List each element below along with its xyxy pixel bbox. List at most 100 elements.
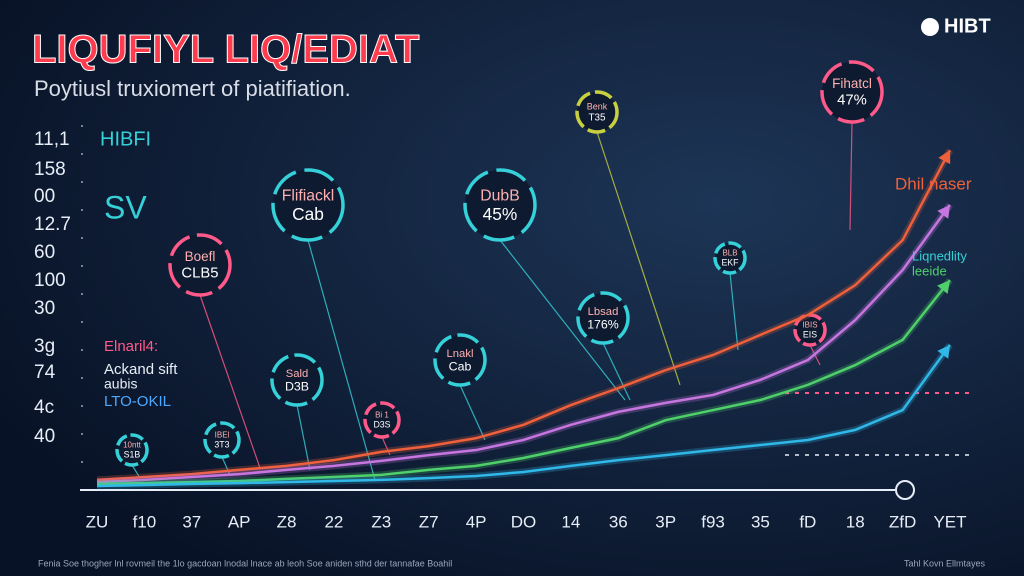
x-tick-label: 37 <box>182 512 201 531</box>
y-label: 12.7 <box>34 214 71 235</box>
callout-value: 47% <box>837 93 867 109</box>
callout-title: Sald <box>286 368 309 380</box>
callout-pointer <box>199 294 261 469</box>
callout-pointer <box>729 272 739 351</box>
arrow-head <box>937 204 950 219</box>
subtitle: Poytiusl truxiomert of piatifiation. <box>34 76 351 101</box>
arrow-head <box>938 150 951 165</box>
callout-title: Flifiackl <box>282 187 335 204</box>
callout-title: 10ntt <box>123 441 142 450</box>
legend-text: SV <box>104 189 147 225</box>
x-tick-label: Z8 <box>277 512 297 531</box>
x-tick-label: Z7 <box>419 512 439 531</box>
callout-pointer <box>849 121 853 231</box>
y-label: 4c <box>34 397 54 418</box>
callout-title: Lbsad <box>588 306 619 318</box>
callout-pointer <box>307 239 376 481</box>
y-label: 00 <box>34 186 55 207</box>
y-label: 40 <box>34 426 55 447</box>
callout-ring <box>203 421 241 459</box>
callout-title: DubB <box>480 187 519 204</box>
callout-value: Cab <box>449 360 472 374</box>
x-tick-label: ZU <box>86 512 109 531</box>
callout-ring <box>820 60 884 124</box>
callout-title: Boefl <box>185 249 216 264</box>
y-label: 3g <box>34 336 55 357</box>
legend-text: LTO-OKIL <box>104 393 171 410</box>
footer-text: Fenia Soe thogher lnl rovmeil the 1lo ga… <box>38 558 452 568</box>
series-label: Liqnedlity <box>912 248 967 263</box>
x-tick-label: Z3 <box>371 512 391 531</box>
callout-ring <box>576 291 630 345</box>
legend-text: Elnaril4: <box>104 338 158 355</box>
y-label: 60 <box>34 242 55 263</box>
callout-ring <box>168 233 232 297</box>
x-tick-label: YET <box>933 512 966 531</box>
callout-value: T35 <box>588 112 606 123</box>
x-tick-label: 22 <box>324 512 343 531</box>
callout-value: CLB5 <box>181 266 218 282</box>
x-tick-label: AP <box>228 512 251 531</box>
series-label: Dhil naser <box>895 174 972 193</box>
callout-pointer <box>459 384 486 441</box>
callout-value: D3B <box>285 380 309 394</box>
x-tick-label: f10 <box>133 512 157 531</box>
callout-value: S1B <box>124 450 141 460</box>
callout-ring <box>433 333 487 387</box>
series-line <box>96 204 952 484</box>
footer-text: Tahl Kovn Ellmtayes <box>904 558 986 568</box>
callout-pointer <box>499 239 626 401</box>
x-tick-label: 35 <box>751 512 770 531</box>
callout-pointer <box>131 464 141 479</box>
legend-text: aubis <box>104 376 137 392</box>
x-tick-label: DO <box>511 512 537 531</box>
axis-end <box>895 480 915 500</box>
arrow-head <box>937 344 950 359</box>
y-label: 30 <box>34 298 55 319</box>
callout-value: EKF <box>721 258 739 268</box>
y-label: 100 <box>34 270 66 291</box>
series-line <box>96 279 951 486</box>
arrow-head <box>937 280 950 294</box>
callout-ring <box>575 90 619 134</box>
callout-title: IBIS <box>802 321 817 330</box>
callout-ring <box>713 241 747 275</box>
legend-text: HIBFI <box>100 128 151 150</box>
x-tick-label: 4P <box>466 512 487 531</box>
x-tick-label: fD <box>799 512 816 531</box>
callout-ring <box>270 353 324 407</box>
callout-ring <box>271 168 345 242</box>
x-tick-label: 14 <box>561 512 580 531</box>
y-label: 158 <box>34 159 66 180</box>
callout-value: EIS <box>803 330 817 340</box>
x-tick-label: 18 <box>846 512 865 531</box>
series-label: leeide <box>912 263 947 278</box>
callout-ring <box>115 433 149 467</box>
callout-value: D3S <box>373 420 390 430</box>
y-label: 74 <box>34 362 56 383</box>
brand-icon <box>921 18 939 36</box>
callout-title: Lnakl <box>447 348 474 360</box>
callout-value: 3T3 <box>214 440 229 450</box>
x-tick-label: 3P <box>655 512 676 531</box>
callout-pointer <box>296 404 311 471</box>
callout-title: IBEl <box>215 431 230 440</box>
callout-pointer <box>602 342 631 401</box>
y-label: 11,1 <box>34 129 70 150</box>
callout-title: BLB <box>722 249 737 258</box>
callout-title: Benk <box>587 101 608 111</box>
callout-title: Bi 1 <box>375 411 389 420</box>
series-line <box>96 344 952 488</box>
x-tick-label: f93 <box>701 512 725 531</box>
x-tick-label: ZfD <box>889 512 916 531</box>
callout-ring <box>363 401 401 439</box>
callout-title: Fihatcl <box>832 76 872 91</box>
callout-value: 45% <box>483 204 518 224</box>
callout-value: Cab <box>292 204 324 224</box>
series-line <box>96 149 952 482</box>
callout-ring <box>463 168 537 242</box>
brand: HIBT <box>944 15 991 37</box>
x-tick-label: 36 <box>609 512 628 531</box>
